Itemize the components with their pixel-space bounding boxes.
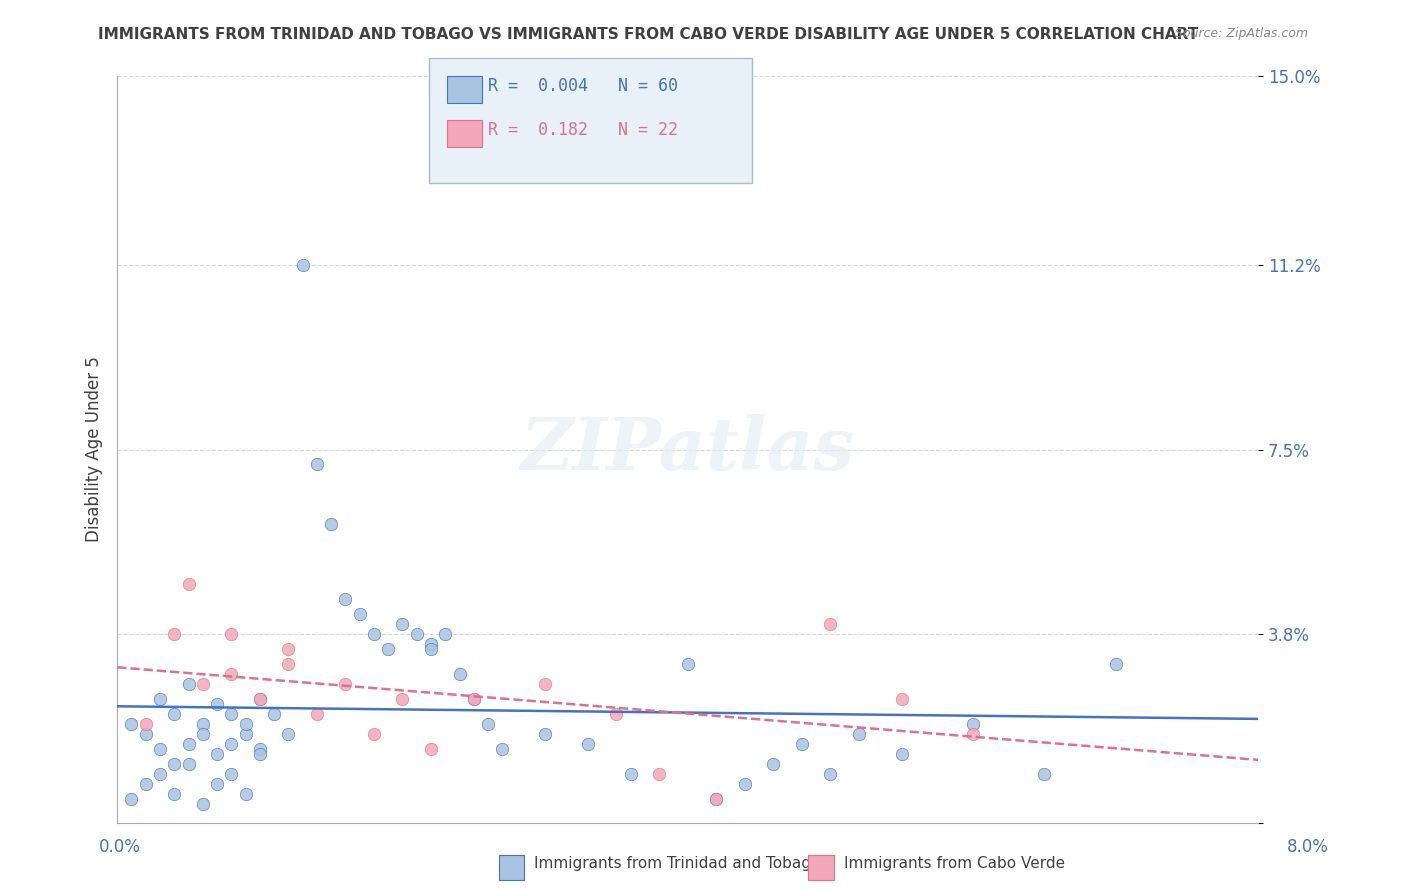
Point [263, 706, 285, 721]
Text: R =  0.004   N = 60: R = 0.004 N = 60 [488, 77, 678, 95]
Point [191, 677, 214, 691]
Point [377, 642, 399, 657]
Point [120, 791, 142, 805]
Point [734, 776, 756, 790]
Point [277, 642, 299, 657]
Point [277, 727, 299, 741]
Point [249, 691, 271, 706]
Point [620, 766, 643, 780]
Point [962, 727, 984, 741]
Point [405, 627, 427, 641]
Point [205, 697, 228, 711]
Point [491, 741, 513, 756]
Point [235, 716, 257, 731]
Point [534, 727, 557, 741]
Point [463, 691, 485, 706]
Text: Immigrants from Cabo Verde: Immigrants from Cabo Verde [844, 856, 1064, 871]
Point [477, 716, 499, 731]
Point [335, 592, 357, 607]
Point [449, 666, 471, 681]
Point [790, 737, 813, 751]
Point [848, 727, 870, 741]
Point [576, 737, 599, 751]
Point [149, 741, 172, 756]
Text: Source: ZipAtlas.com: Source: ZipAtlas.com [1174, 27, 1308, 40]
Point [534, 677, 557, 691]
Point [291, 258, 314, 272]
Point [221, 737, 243, 751]
Point [163, 627, 186, 641]
Point [648, 766, 671, 780]
Point [335, 677, 357, 691]
Point [191, 727, 214, 741]
Point [363, 727, 385, 741]
Point [820, 766, 842, 780]
Text: 8.0%: 8.0% [1286, 838, 1329, 855]
Point [434, 627, 457, 641]
Point [163, 787, 186, 801]
Point [249, 741, 271, 756]
Point [120, 716, 142, 731]
Point [163, 756, 186, 771]
Point [363, 627, 385, 641]
Point [177, 756, 200, 771]
Point [205, 776, 228, 790]
Y-axis label: Disability Age Under 5: Disability Age Under 5 [86, 357, 103, 542]
Text: Immigrants from Trinidad and Tobago: Immigrants from Trinidad and Tobago [534, 856, 821, 871]
Point [249, 747, 271, 761]
Point [249, 691, 271, 706]
Point [463, 691, 485, 706]
Point [704, 791, 727, 805]
Point [1104, 657, 1126, 671]
Point [305, 706, 328, 721]
Point [221, 627, 243, 641]
Point [177, 577, 200, 591]
Point [420, 741, 443, 756]
Point [149, 691, 172, 706]
Point [277, 657, 299, 671]
Point [191, 716, 214, 731]
Point [1033, 766, 1056, 780]
Point [962, 716, 984, 731]
Point [235, 727, 257, 741]
Point [605, 706, 627, 721]
Point [391, 691, 413, 706]
Point [890, 747, 912, 761]
Point [135, 776, 157, 790]
Point [149, 766, 172, 780]
Point [676, 657, 699, 671]
Point [177, 677, 200, 691]
Point [420, 642, 443, 657]
Point [135, 727, 157, 741]
Point [420, 637, 443, 651]
Point [163, 706, 186, 721]
Point [890, 691, 912, 706]
Point [704, 791, 727, 805]
Point [305, 458, 328, 472]
Point [221, 666, 243, 681]
Point [321, 517, 343, 532]
Point [177, 737, 200, 751]
Point [221, 766, 243, 780]
Point [349, 607, 371, 621]
Point [391, 617, 413, 632]
Text: R =  0.182   N = 22: R = 0.182 N = 22 [488, 121, 678, 139]
Text: 0.0%: 0.0% [98, 838, 141, 855]
Point [191, 797, 214, 811]
Point [221, 706, 243, 721]
Text: ZIPatlas: ZIPatlas [520, 414, 855, 485]
Point [205, 747, 228, 761]
Point [235, 787, 257, 801]
Point [135, 716, 157, 731]
Point [762, 756, 785, 771]
Text: IMMIGRANTS FROM TRINIDAD AND TOBAGO VS IMMIGRANTS FROM CABO VERDE DISABILITY AGE: IMMIGRANTS FROM TRINIDAD AND TOBAGO VS I… [98, 27, 1199, 42]
Point [820, 617, 842, 632]
